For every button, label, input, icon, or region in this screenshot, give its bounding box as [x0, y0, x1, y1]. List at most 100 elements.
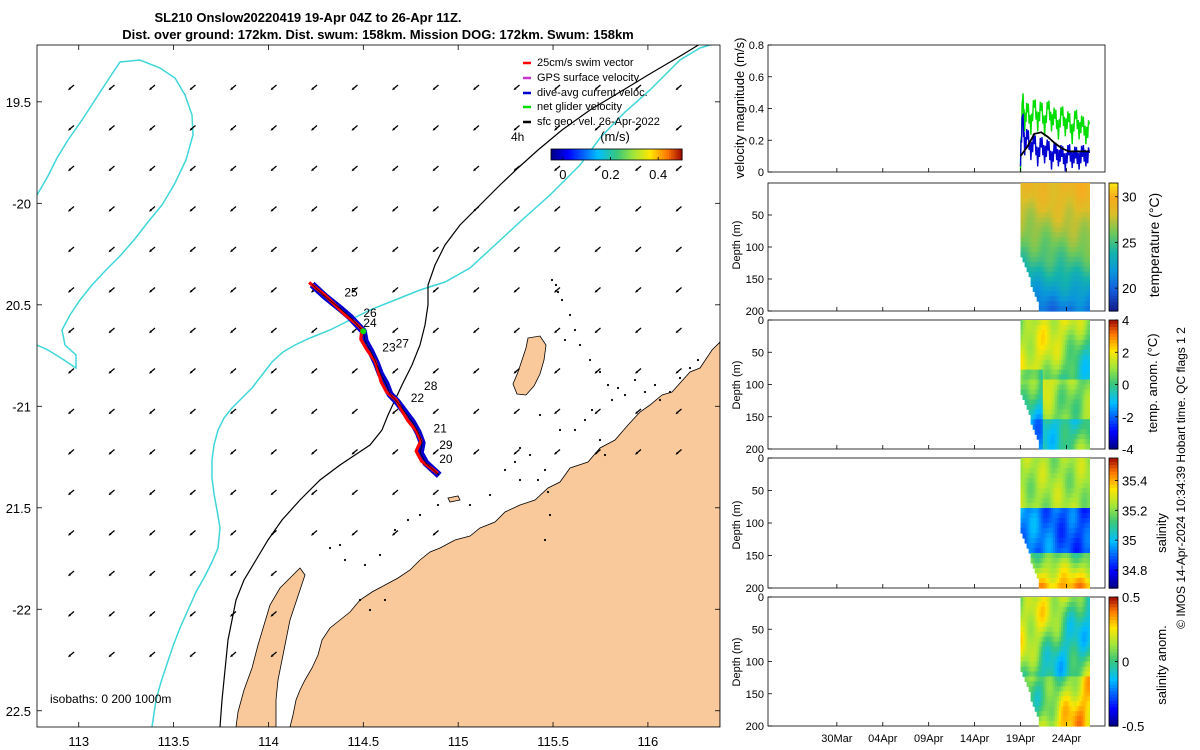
map-colorbar-cell [553, 149, 556, 160]
sfc-velocity-arrowhead [230, 127, 233, 131]
colorbar-cell [1109, 339, 1118, 344]
heatmap-cell [1087, 573, 1090, 579]
heatmap-cell [1048, 641, 1052, 648]
heatmap-cell [1036, 523, 1040, 529]
heatmap-cell [1063, 636, 1066, 643]
heatmap-cell [1038, 271, 1042, 278]
heatmap-cell [1052, 266, 1056, 273]
heatmap-cell [1079, 641, 1082, 648]
heatmap-cell [1079, 661, 1082, 668]
heatmap-cell [1077, 503, 1080, 509]
heatmap-cell [1061, 543, 1064, 549]
heatmap-cell [1055, 409, 1058, 415]
heatmap-cell [1075, 296, 1078, 302]
heatmap-cell [1077, 379, 1080, 386]
heatmap-cell [1030, 202, 1034, 209]
heatmap-cell [1079, 394, 1082, 400]
heatmap-cell [1028, 606, 1032, 613]
heatmap-cell [1028, 217, 1032, 223]
colorbar-cell [1109, 326, 1118, 331]
heatmap-cell [1046, 463, 1050, 469]
heatmap-cell [1034, 533, 1038, 539]
colorbar-cell [1109, 221, 1118, 226]
heatmap-cell [1034, 458, 1038, 464]
heatmap-cell [1061, 369, 1064, 376]
heatmap-cell [1059, 212, 1062, 218]
heatmap-cell [1055, 276, 1058, 282]
heatmap-cell [1022, 354, 1026, 361]
heatmap-cell [1028, 621, 1032, 628]
map-colorbar-cell [660, 149, 663, 160]
heatmap-cell [1069, 261, 1072, 268]
heatmap-cell [1071, 611, 1074, 618]
colorbar-cell [1109, 638, 1118, 643]
heatmap-cell [1069, 616, 1072, 623]
heatmap-cell [1042, 202, 1046, 209]
heatmap-cell [1042, 701, 1046, 707]
sfc-velocity-arrowhead [270, 532, 274, 536]
heatmap-cell [1048, 256, 1052, 263]
heatmap-cell [1083, 439, 1086, 445]
heatmap-cell [1087, 528, 1090, 534]
heatmap-cell [1042, 256, 1046, 263]
heatmap-cell [1046, 498, 1050, 504]
heatmap-cell [1048, 518, 1052, 524]
heatmap-cell [1085, 473, 1088, 479]
heatmap-cell [1022, 597, 1026, 603]
heatmap-cell [1042, 414, 1046, 420]
sfc-velocity-arrowhead [189, 613, 193, 617]
heatmap-cell [1071, 548, 1074, 554]
heatmap-cell [1055, 676, 1058, 682]
heatmap-cell [1075, 276, 1078, 282]
sfc-velocity-arrowhead [270, 127, 274, 131]
heatmap-cell [1077, 325, 1080, 331]
colorbar-cell [1109, 275, 1118, 280]
heatmap-cell [1050, 424, 1054, 430]
heatmap-cell [1075, 207, 1078, 214]
heatmap-cell [1044, 329, 1048, 336]
heatmap-cell [1067, 498, 1070, 504]
heatmap-cell [1065, 286, 1068, 292]
heatmap-cell [1075, 686, 1078, 692]
sfc-velocity-arrowhead [149, 370, 152, 374]
map-colorbar-cell [555, 149, 559, 160]
heatmap-cell [1069, 597, 1072, 603]
heatmap-cell [1071, 578, 1074, 584]
heatmap-cell [1087, 641, 1090, 648]
heatmap-cell [1085, 602, 1088, 608]
heatmap-cell [1057, 706, 1060, 712]
map-ytick-label: 22.5 [6, 704, 31, 719]
heatmap-cell [1046, 202, 1050, 209]
heatmap-cell [1071, 503, 1074, 509]
sfc-velocity-arrowhead [189, 127, 193, 131]
heatmap-cell [1073, 207, 1076, 214]
heatmap-cell [1020, 458, 1024, 464]
heatmap-cell [1073, 568, 1076, 574]
heatmap-cell [1055, 325, 1058, 331]
heatmap-cell [1052, 359, 1056, 366]
heatmap-cell [1061, 439, 1064, 445]
heatmap-cell [1057, 721, 1060, 727]
heatmap-cell [1052, 251, 1056, 258]
heatmap-cell [1046, 651, 1050, 658]
heatmap-cell [1020, 207, 1024, 214]
heatmap-cell [1075, 424, 1078, 430]
heatmap-cell [1042, 301, 1046, 307]
heatmap-cell [1030, 651, 1034, 658]
heatmap-cell [1075, 359, 1078, 366]
heatmap-cell [1079, 578, 1082, 584]
heatmap-cell [1079, 568, 1082, 574]
sfc-velocity-arrowhead [554, 330, 557, 334]
day-label: 22 [411, 391, 425, 405]
heatmap-cell [1075, 543, 1078, 549]
heatmap-cell [1052, 261, 1056, 268]
heatmap-cell [1026, 320, 1030, 326]
heatmap-cell [1077, 656, 1080, 663]
heatmap-cell [1081, 583, 1084, 589]
heatmap-cell [1085, 646, 1088, 653]
heatmap-cell [1077, 266, 1080, 273]
heatmap-cell [1050, 419, 1054, 425]
heatmap-cell [1046, 183, 1050, 189]
sfc-velocity-arrowhead [311, 127, 314, 131]
heatmap-cell [1059, 528, 1062, 534]
